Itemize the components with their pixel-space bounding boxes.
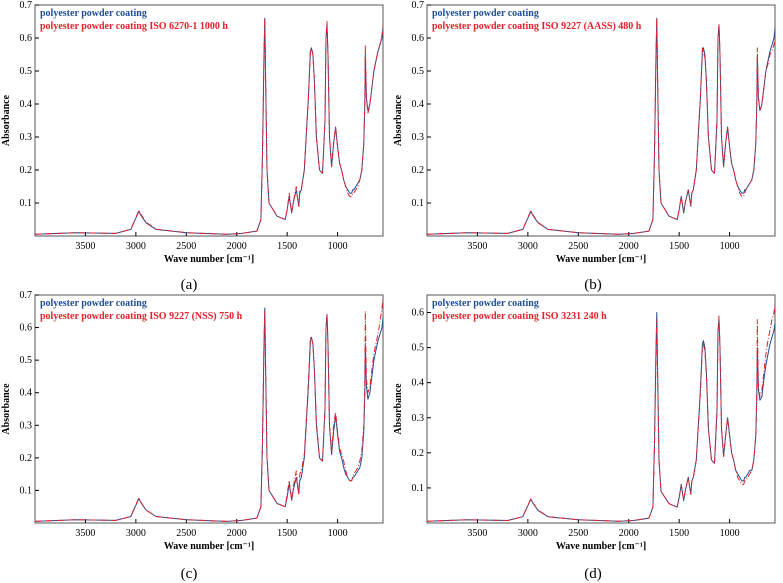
x-tick-label: 1000 <box>328 528 348 539</box>
series-line-exposed <box>426 305 776 522</box>
x-tick-label: 3000 <box>518 241 538 252</box>
y-tick-label: 0.1 <box>412 483 425 494</box>
y-tick-label: 0.2 <box>20 165 33 176</box>
y-tick-label: 0.1 <box>20 198 33 209</box>
series-line-reference <box>34 17 384 235</box>
x-tick-label: 2000 <box>619 241 639 252</box>
y-tick-label: 0.7 <box>20 0 33 11</box>
x-axis-label: Wave number [cm⁻¹] <box>556 254 646 265</box>
y-axis-label: Absorbance <box>1 383 12 435</box>
panel-label: (b) <box>584 277 602 293</box>
y-tick-label: 0.6 <box>20 33 33 44</box>
legend-entry: polyester powder coating ISO 9227 (NSS) … <box>40 311 243 322</box>
x-tick-label: 1500 <box>669 528 689 539</box>
chart-panel-3: 0.1 0.2 0.3 0.4 0.5 0.6 0.7 3500 3000 2500 2000 150… <box>1 290 384 582</box>
series-line-exposed <box>34 17 384 235</box>
legend-entry: polyester powder coating <box>432 8 539 19</box>
y-tick-label: 0.3 <box>20 420 33 431</box>
x-tick-label: 3000 <box>126 528 146 539</box>
y-axis-label: Absorbance <box>1 94 12 146</box>
x-tick-label: 2500 <box>176 241 196 252</box>
y-tick-label: 0.2 <box>412 448 425 459</box>
x-tick-label: 3000 <box>518 528 538 539</box>
plot-frame <box>426 294 776 524</box>
legend-entry: polyester powder coating <box>40 8 147 19</box>
x-tick-label: 2000 <box>227 241 247 252</box>
x-tick-label: 3500 <box>75 528 95 539</box>
y-tick-label: 0.1 <box>20 485 33 496</box>
x-tick-label: 3000 <box>126 241 146 252</box>
legend-entry: polyester powder coating ISO 3231 240 h <box>432 311 607 322</box>
x-axis-label: Wave number [cm⁻¹] <box>164 254 254 265</box>
y-tick-label: 0.4 <box>412 99 425 110</box>
x-tick-label: 1000 <box>720 241 740 252</box>
x-tick-label: 2000 <box>227 528 247 539</box>
y-tick-label: 0.4 <box>412 378 425 389</box>
x-tick-label: 2500 <box>176 528 196 539</box>
y-tick-label: 0.2 <box>412 165 425 176</box>
x-tick-label: 3500 <box>467 528 487 539</box>
panel-label: (a) <box>181 277 198 293</box>
x-tick-label: 2500 <box>568 241 588 252</box>
x-axis-label: Wave number [cm⁻¹] <box>164 541 254 552</box>
chart-panel-1: 0.1 0.2 0.3 0.4 0.5 0.6 0.7 3500 3000 2500 2000 150… <box>1 0 384 293</box>
x-axis-label: Wave number [cm⁻¹] <box>556 541 646 552</box>
y-tick-label: 0.3 <box>20 132 33 143</box>
y-tick-label: 0.1 <box>412 198 425 209</box>
y-tick-label: 0.5 <box>20 355 33 366</box>
y-tick-label: 0.2 <box>20 453 33 464</box>
panel-label: (d) <box>584 566 602 582</box>
plot-frame <box>34 4 384 237</box>
series-line-exposed <box>34 298 384 522</box>
y-tick-label: 0.6 <box>412 33 425 44</box>
y-tick-label: 0.3 <box>412 413 425 424</box>
series-line-reference <box>426 312 776 522</box>
y-axis-label: Absorbance <box>393 94 404 146</box>
y-axis-label: Absorbance <box>393 383 404 435</box>
panel-label: (c) <box>181 566 198 582</box>
y-tick-label: 0.3 <box>412 132 425 143</box>
y-tick-label: 0.7 <box>20 290 33 301</box>
legend-entry: polyester powder coating ISO 9227 (AASS)… <box>432 21 642 32</box>
y-tick-label: 0.6 <box>412 308 425 319</box>
x-tick-label: 3500 <box>467 241 487 252</box>
y-tick-label: 0.4 <box>20 99 33 110</box>
legend-entry: polyester powder coating <box>432 298 539 309</box>
series-line-reference <box>34 307 384 522</box>
chart-panel-2: 0.1 0.2 0.3 0.4 0.5 0.6 0.7 3500 3000 2500 2000 150… <box>393 0 776 293</box>
series-line-reference <box>426 17 776 235</box>
x-tick-label: 1500 <box>277 241 297 252</box>
y-tick-label: 0.6 <box>20 323 33 334</box>
y-tick-label: 0.5 <box>412 343 425 354</box>
x-tick-label: 1500 <box>277 528 297 539</box>
chart-panel-4: 0.1 0.2 0.3 0.4 0.5 0.6 3500 3000 2500 2000 1500 10… <box>393 294 776 582</box>
legend-entry: polyester powder coating ISO 6270-1 1000… <box>40 21 228 32</box>
x-tick-label: 1000 <box>720 528 740 539</box>
x-tick-label: 2500 <box>568 528 588 539</box>
x-tick-label: 3500 <box>75 241 95 252</box>
plot-frame <box>34 294 384 524</box>
y-tick-label: 0.5 <box>20 66 33 77</box>
plot-frame <box>426 4 776 237</box>
x-tick-label: 2000 <box>619 528 639 539</box>
y-tick-label: 0.5 <box>412 66 425 77</box>
x-tick-label: 1500 <box>669 241 689 252</box>
legend-entry: polyester powder coating <box>40 298 147 309</box>
x-tick-label: 1000 <box>328 241 348 252</box>
y-tick-label: 0.4 <box>20 388 33 399</box>
series-line-exposed <box>426 17 776 235</box>
y-tick-label: 0.7 <box>412 0 425 11</box>
